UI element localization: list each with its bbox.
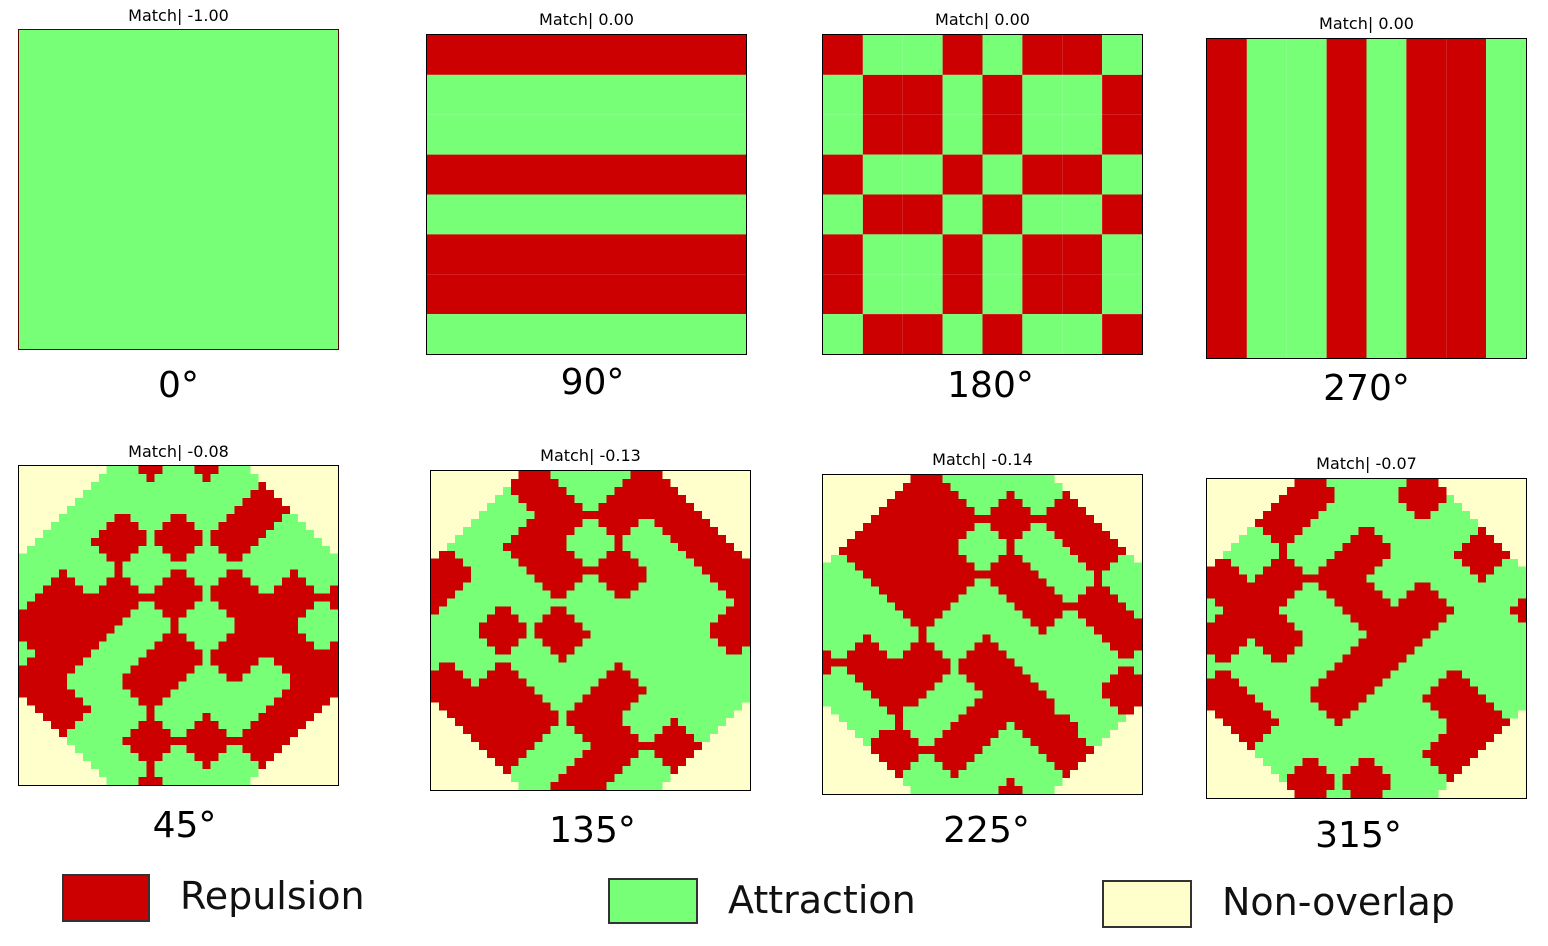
pattern-map [426,34,747,355]
pattern-0 [19,30,338,349]
angle-label: 270° [1323,368,1410,409]
pattern-7 [1207,479,1526,798]
pattern-map [1206,478,1527,799]
legend-swatch-repulsion [62,874,150,922]
angle-label: 225° [943,810,1030,851]
pattern-map [18,465,339,786]
panel-title: Match| -1.00 [128,6,229,25]
panel-title: Match| 0.00 [539,10,634,29]
pattern-6 [823,475,1142,794]
pattern-3 [1207,39,1526,358]
pattern-map [1206,38,1527,359]
panel-title: Match| -0.13 [540,446,641,465]
angle-label: 180° [947,365,1034,406]
angle-label: 0° [158,365,199,406]
angle-label: 90° [560,362,625,403]
pattern-map [18,29,339,350]
pattern-2 [823,35,1142,354]
angle-label: 45° [152,805,217,846]
angle-label: 135° [549,810,636,851]
angle-label: 315° [1315,815,1402,856]
legend-swatch-attraction [608,878,698,924]
legend-label-attraction: Attraction [728,878,916,922]
panel-title: Match| -0.08 [128,442,229,461]
pattern-4 [19,466,338,785]
panel-title: Match| -0.14 [932,450,1033,469]
pattern-map [822,474,1143,795]
panel-title: Match| 0.00 [1319,14,1414,33]
legend-swatch-non-overlap [1102,880,1192,928]
pattern-map [430,470,751,791]
pattern-5 [431,471,750,790]
panel-title: Match| -0.07 [1316,454,1417,473]
pattern-map [822,34,1143,355]
legend-label-non-overlap: Non-overlap [1222,880,1455,924]
legend-label-repulsion: Repulsion [180,874,365,918]
pattern-1 [427,35,746,354]
panel-title: Match| 0.00 [935,10,1030,29]
